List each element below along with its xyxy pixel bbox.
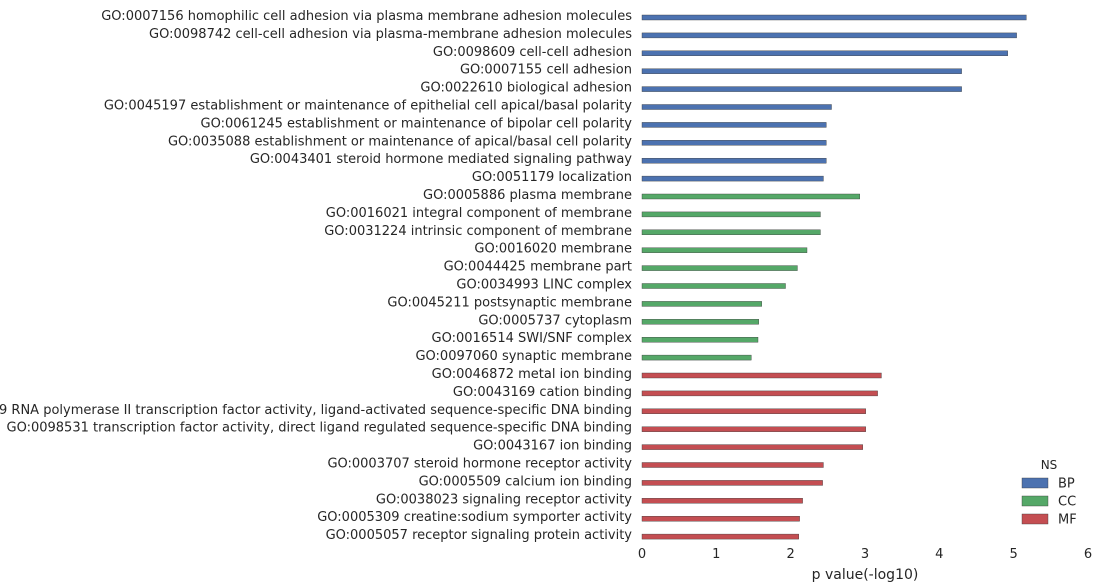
bar-cc — [641, 319, 759, 325]
legend: NS BP CC MF — [1021, 458, 1077, 528]
bar-bp — [641, 140, 827, 146]
category-label: GO:0016514 SWI/SNF complex — [432, 331, 633, 346]
bar-cc — [641, 247, 808, 253]
bar-bp — [641, 50, 1008, 56]
category-label: GO:0045211 postsynaptic membrane — [387, 295, 632, 310]
category-label: GO:0098742 cell-cell adhesion via plasma… — [149, 27, 632, 42]
category-label: GO:0038023 signaling receptor activity — [376, 492, 632, 507]
legend-title: NS — [1041, 458, 1058, 472]
category-label: GO:0016020 membrane — [474, 242, 632, 257]
legend-swatch-mf — [1021, 513, 1049, 525]
bar-bp — [641, 122, 827, 128]
legend-label-cc: CC — [1058, 495, 1076, 510]
bar-cc — [641, 354, 752, 361]
bar-mf — [641, 426, 866, 432]
bar-mf — [641, 516, 800, 522]
bar-cc — [641, 283, 786, 289]
bar-bp — [641, 175, 824, 182]
category-label: GO:0031224 intrinsic component of membra… — [324, 224, 632, 239]
category-label: GO:0097060 synaptic membrane — [415, 349, 632, 364]
bar-mf — [641, 498, 803, 504]
category-label: GO:0005886 plasma membrane — [423, 188, 632, 203]
bar-cc — [641, 337, 759, 343]
bar-mf — [641, 480, 823, 486]
category-label: GO:0022610 biological adhesion — [420, 81, 632, 96]
bar-cc — [641, 211, 821, 218]
bar-cc — [641, 229, 821, 236]
legend-label-mf: MF — [1058, 513, 1077, 528]
x-axis: 0 1 2 3 4 5 6 — [638, 547, 1092, 562]
bar-mf — [641, 408, 866, 414]
x-tick-label: 5 — [1010, 547, 1018, 562]
x-tick-label: 0 — [638, 547, 646, 562]
x-tick-label: 6 — [1084, 547, 1092, 562]
bar-cc — [641, 265, 798, 271]
x-tick-label: 3 — [861, 547, 869, 562]
category-label: GO:0007155 cell adhesion — [460, 63, 632, 78]
category-label: GO:0051179 localization — [472, 170, 632, 185]
category-label: GO:0045197 establishment or maintenance … — [104, 99, 632, 114]
bar-mf — [641, 390, 878, 397]
category-label: GO:0098531 transcription factor activity… — [7, 421, 632, 436]
category-label: GO:0016021 integral component of membran… — [326, 206, 632, 221]
bar-mf — [641, 462, 824, 468]
bar-cc — [641, 301, 762, 307]
category-label: GO:0005509 calcium ion binding — [419, 474, 632, 489]
bar-mf — [641, 444, 864, 450]
bars-group — [641, 14, 1027, 540]
category-label: GO:0035088 establishment or maintenance … — [168, 134, 632, 149]
bar-mf — [641, 533, 800, 540]
category-label: GO:0003707 steroid hormone receptor acti… — [327, 457, 632, 472]
legend-swatch-bp — [1021, 477, 1049, 489]
category-label: GO:0098609 cell-cell adhesion — [433, 45, 632, 60]
category-label: GO:0046872 metal ion binding — [432, 367, 632, 382]
category-label: GO:0061245 establishment or maintenance … — [201, 116, 633, 131]
legend-swatch-cc — [1021, 495, 1049, 507]
category-label: GO:0007156 homophilic cell adhesion via … — [101, 9, 632, 24]
x-axis-title: p value(-log10) — [812, 567, 919, 583]
category-label: GO:0043169 cation binding — [453, 385, 632, 400]
category-label: GO:0005309 creatine:sodium symporter act… — [317, 510, 632, 525]
category-label: GO:0043401 steroid hormone mediated sign… — [250, 152, 632, 167]
x-tick-label: 4 — [935, 547, 943, 562]
x-tick-label: 1 — [712, 547, 720, 562]
bar-bp — [641, 14, 1027, 21]
category-label: GO:0005057 receptor signaling protein ac… — [326, 528, 633, 543]
category-label: GO:0034993 LINC complex — [456, 278, 632, 293]
category-labels-group: GO:0007156 homophilic cell adhesion via … — [0, 9, 632, 543]
category-label: GO:0044425 membrane part — [444, 260, 632, 275]
legend-label-bp: BP — [1058, 477, 1075, 492]
bar-cc — [641, 193, 861, 200]
category-label: GO:0004879 RNA polymerase II transcripti… — [0, 403, 632, 418]
x-tick-label: 2 — [787, 547, 795, 562]
bar-mf — [641, 372, 882, 379]
category-label: GO:0043167 ion binding — [473, 439, 632, 454]
category-label: GO:0005737 cytoplasm — [478, 313, 632, 328]
bar-bp — [641, 157, 827, 164]
bar-bp — [641, 104, 832, 110]
bar-bp — [641, 68, 962, 74]
bar-bp — [641, 32, 1017, 39]
bar-bp — [641, 86, 962, 92]
